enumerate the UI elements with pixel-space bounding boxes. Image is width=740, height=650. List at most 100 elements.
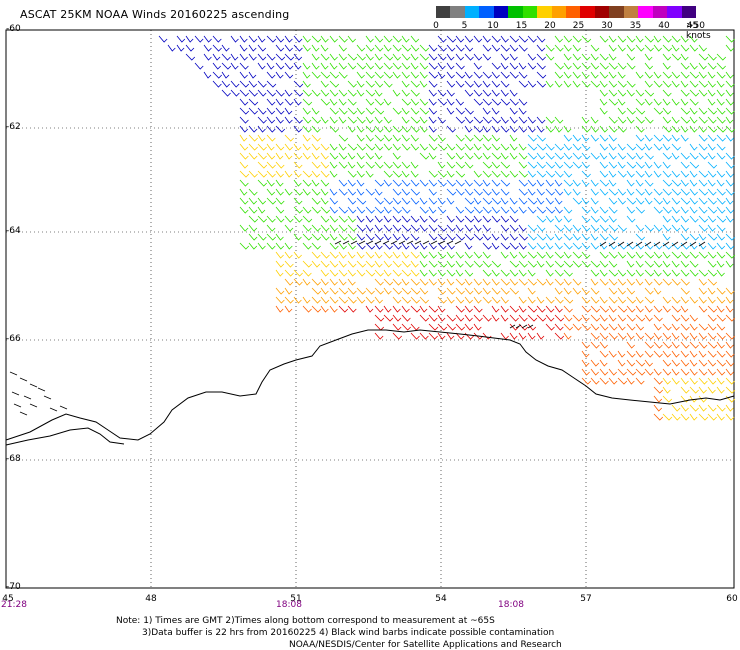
- wind-barb: [410, 215, 420, 223]
- wind-barb: [464, 125, 473, 133]
- wind-barb: [707, 125, 718, 133]
- wind-barb: [239, 197, 249, 205]
- wind-barb: [689, 359, 698, 367]
- wind-barb: [338, 233, 348, 241]
- wind-barb: [374, 188, 383, 196]
- wind-barb: [203, 71, 212, 79]
- wind-barb: [680, 125, 689, 133]
- wind-barb: [239, 53, 248, 61]
- wind-barb: [671, 341, 680, 349]
- wind-barb: [455, 332, 465, 340]
- wind-barb: [536, 215, 547, 223]
- lat-label: -62: [6, 122, 21, 132]
- wind-barb: [716, 89, 725, 97]
- wind-barb: [527, 242, 537, 250]
- wind-barb: [455, 71, 466, 79]
- wind-barb: [500, 71, 510, 79]
- wind-barb: [635, 206, 645, 214]
- wind-barb: [644, 269, 655, 277]
- wind-barb: [671, 377, 680, 385]
- wind-barb: [194, 62, 204, 70]
- wind-barb: [257, 125, 266, 133]
- wind-barb: [680, 296, 689, 304]
- wind-barb: [230, 80, 240, 88]
- wind-barb: [608, 233, 618, 241]
- wind-barb: [446, 269, 456, 277]
- wind-barb: [644, 188, 653, 196]
- wind-barb: [383, 269, 392, 277]
- wind-barb: [338, 152, 348, 160]
- wind-barb: [500, 53, 509, 61]
- wind-barb: [725, 350, 735, 358]
- wind-barb: [662, 278, 672, 286]
- wind-barb: [644, 170, 653, 178]
- wind-barb: [572, 80, 581, 88]
- wind-barb: [464, 134, 474, 142]
- wind-barb: [581, 116, 590, 124]
- wind-barb: [383, 305, 392, 313]
- wind-barb: [635, 332, 645, 340]
- wind-barb: [365, 80, 375, 88]
- wind-barb: [293, 278, 303, 286]
- wind-barb: [698, 269, 709, 277]
- wind-barb: [320, 233, 330, 241]
- wind-barb: [635, 359, 646, 367]
- wind-barb: [635, 305, 644, 313]
- wind-barb: [554, 80, 563, 88]
- wind-barb: [338, 62, 347, 70]
- wind-barb: [635, 125, 645, 133]
- wind-barb: [716, 170, 726, 178]
- wind-barb: [464, 296, 474, 304]
- wind-barb: [590, 332, 600, 340]
- wind-barb-contaminated: [406, 240, 414, 245]
- wind-barb: [518, 80, 529, 88]
- wind-barb: [446, 233, 456, 241]
- wind-barb: [572, 134, 582, 142]
- wind-barb: [680, 35, 689, 43]
- wind-barb: [689, 80, 699, 88]
- wind-barb: [581, 161, 590, 169]
- wind-barb: [635, 143, 646, 151]
- wind-barb: [527, 161, 538, 169]
- wind-barb: [338, 179, 348, 187]
- wind-barb: [329, 152, 339, 160]
- wind-barb: [266, 179, 275, 187]
- wind-barb: [509, 224, 519, 232]
- wind-barb: [644, 80, 653, 88]
- wind-barb: [212, 62, 222, 70]
- wind-barb: [239, 35, 248, 43]
- wind-barb: [662, 188, 672, 196]
- wind-barb: [518, 71, 528, 79]
- wind-barb: [419, 242, 428, 250]
- wind-barb: [617, 224, 627, 232]
- wind-barb: [716, 143, 726, 151]
- wind-barb: [464, 53, 474, 61]
- wind-barb: [572, 323, 582, 331]
- wind-barb: [491, 170, 501, 178]
- wind-barb: [581, 197, 590, 205]
- wind-barb: [464, 89, 474, 97]
- wind-barb: [617, 332, 627, 340]
- wind-barb: [599, 125, 609, 133]
- wind-barb: [437, 143, 448, 151]
- wind-barb: [518, 296, 527, 304]
- wind-barb: [428, 242, 437, 250]
- wind-barb: [455, 134, 465, 142]
- wind-barb: [275, 98, 284, 106]
- wind-barb: [257, 206, 266, 214]
- wind-barb: [653, 71, 662, 79]
- wind-barb: [428, 206, 437, 214]
- wind-barb: [356, 251, 365, 259]
- wind-barb: [689, 341, 699, 349]
- wind-barb: [671, 305, 682, 313]
- wind-barb: [473, 260, 483, 268]
- wind-barb: [266, 242, 276, 250]
- wind-barb: [482, 89, 492, 97]
- wind-barb: [167, 44, 176, 52]
- wind-barb: [374, 251, 383, 259]
- wind-barb: [491, 116, 501, 124]
- wind-barb: [689, 143, 698, 151]
- wind-barb: [221, 80, 230, 88]
- wind-barb: [392, 215, 402, 223]
- wind-barb: [347, 62, 357, 70]
